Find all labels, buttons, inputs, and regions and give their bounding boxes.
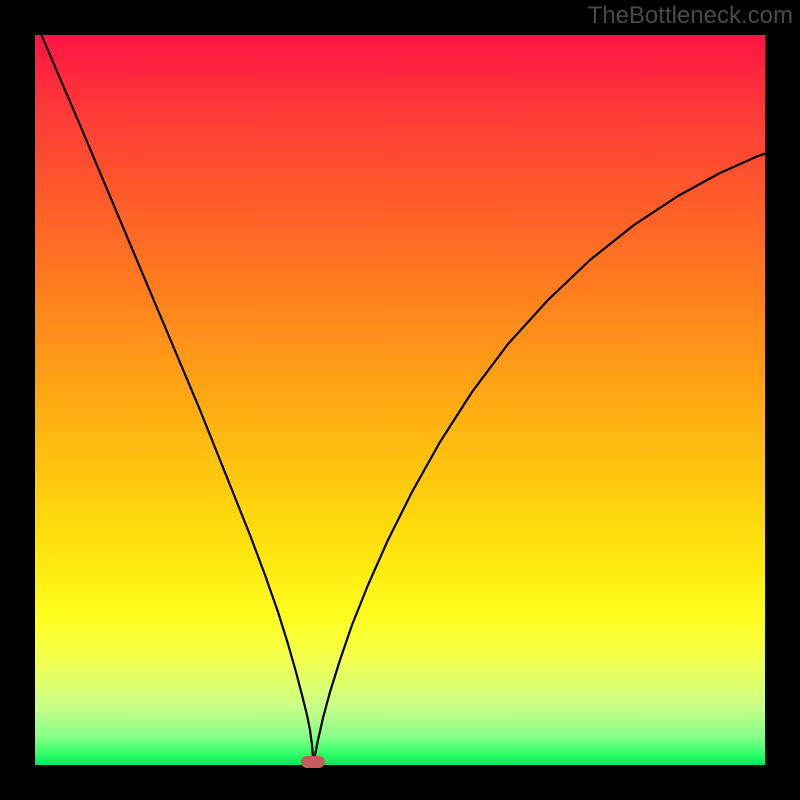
plot-area bbox=[35, 35, 765, 765]
bottleneck-curve bbox=[35, 35, 765, 763]
watermark-text: TheBottleneck.com bbox=[588, 2, 793, 30]
curve-svg bbox=[35, 35, 765, 765]
vertex-marker bbox=[301, 756, 325, 768]
